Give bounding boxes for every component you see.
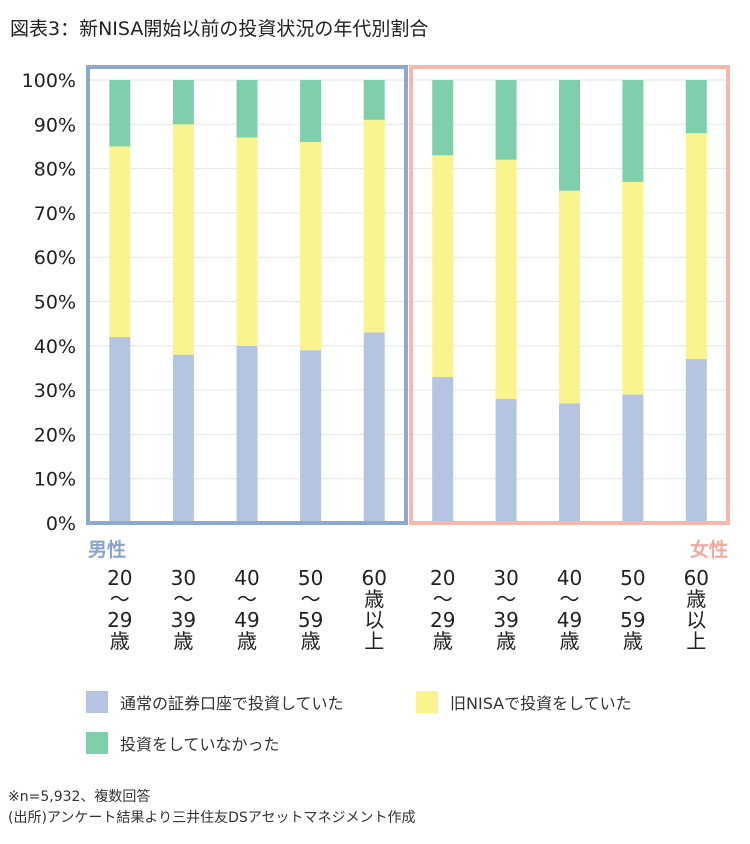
x-tick-label: 49 (234, 608, 259, 632)
bar-segment-old-nisa (432, 155, 454, 377)
x-tick-label: 歳 (110, 629, 130, 653)
group-label: 女性 (690, 538, 728, 561)
sample-note: ※n=5,932、複数回答 (8, 789, 151, 805)
bar-segment-old-nisa (495, 159, 517, 399)
x-tick-label: 上 (364, 629, 384, 653)
bar-segment-no-investment (685, 80, 707, 134)
bar-segment-no-investment (559, 80, 580, 191)
bar-segment-securities (109, 336, 131, 523)
x-tick-label: 60 (684, 566, 709, 590)
bar-segment-securities (236, 345, 258, 523)
y-tick-label: 10% (34, 469, 76, 491)
bar-segment-securities (172, 354, 194, 523)
bar-segment-securities (363, 332, 385, 523)
y-tick-label: 40% (34, 336, 76, 358)
x-tick-label: 歳 (237, 629, 257, 653)
y-tick-label: 60% (34, 247, 76, 269)
bar-segment-no-investment (172, 80, 194, 125)
x-tick-label: 歳 (301, 629, 321, 653)
bar-segment-old-nisa (172, 124, 194, 355)
y-tick-label: 20% (34, 424, 76, 446)
x-tick-label: 〜 (301, 587, 321, 611)
legend-label: 通常の証券口座で投資していた (120, 694, 344, 713)
x-tick-label: 40 (234, 566, 259, 590)
x-tick-label: 歳 (623, 629, 643, 653)
x-tick-label: 〜 (110, 587, 130, 611)
x-tick-label: 〜 (237, 587, 257, 611)
x-tick-label: 49 (557, 608, 582, 632)
bar-segment-no-investment (363, 80, 385, 120)
legend-item-no-investment: 投資をしていなかった (86, 731, 280, 755)
x-tick-label: 以 (364, 608, 384, 632)
y-tick-label: 50% (34, 292, 76, 314)
y-tick-label: 90% (34, 114, 76, 136)
legend-label: 旧NISAで投資をしていた (450, 694, 632, 713)
x-tick-label: 〜 (433, 587, 453, 611)
x-tick-label: 29 (107, 608, 132, 632)
bar-segment-no-investment (495, 80, 517, 160)
bar-segment-no-investment (622, 80, 644, 182)
legend-item-securities: 通常の証券口座で投資していた (86, 690, 344, 714)
x-tick-label: 上 (686, 629, 706, 653)
group-frame (86, 65, 408, 525)
legend-item-old-nisa: 旧NISAで投資をしていた (416, 690, 632, 714)
x-tick-label: 50 (620, 566, 645, 590)
bar-segment-old-nisa (622, 181, 644, 395)
y-tick-label: 80% (34, 159, 76, 181)
x-tick-label: 〜 (560, 587, 580, 611)
bar-segment-securities (622, 394, 644, 523)
bar-segment-no-investment (300, 80, 322, 143)
y-tick-label: 100% (22, 70, 76, 92)
x-tick-label: 30 (171, 566, 196, 590)
x-tick-label: 40 (557, 566, 582, 590)
legend-swatch (86, 732, 108, 754)
legend-swatch (86, 691, 108, 713)
bar-segment-securities (432, 376, 454, 523)
legend-swatch (416, 691, 438, 713)
bar-segment-old-nisa (300, 142, 322, 351)
bar-segment-no-investment (236, 80, 258, 138)
bar-segment-no-investment (432, 80, 454, 156)
x-tick-label: 歳 (364, 587, 384, 611)
y-tick-label: 0% (46, 513, 76, 535)
x-tick-label: 59 (298, 608, 323, 632)
x-tick-label: 59 (620, 608, 645, 632)
source-note: (出所)アンケート結果より三井住友DSアセットマネジメント作成 (8, 810, 416, 826)
bar-segment-old-nisa (559, 190, 580, 404)
x-tick-label: 歳 (173, 629, 193, 653)
bar-segment-old-nisa (685, 133, 707, 360)
x-tick-label: 〜 (496, 587, 516, 611)
group-frame (409, 65, 730, 525)
bar-segment-old-nisa (363, 119, 385, 333)
legend-label: 投資をしていなかった (120, 735, 280, 754)
x-tick-label: 20 (430, 566, 455, 590)
stacked-bar-chart: 0%10%20%30%40%50%60%70%80%90%100%20〜29歳3… (22, 65, 730, 653)
y-tick-label: 70% (34, 203, 76, 225)
x-tick-label: 〜 (173, 587, 193, 611)
bar-segment-securities (300, 350, 322, 523)
bar-segment-old-nisa (236, 137, 258, 346)
bar-segment-securities (495, 398, 517, 523)
x-tick-label: 歳 (686, 587, 706, 611)
x-tick-label: 歳 (433, 629, 453, 653)
group-label: 男性 (88, 538, 126, 561)
x-tick-label: 30 (493, 566, 518, 590)
bar-segment-securities (685, 359, 707, 523)
x-tick-label: 29 (430, 608, 455, 632)
x-tick-label: 以 (686, 608, 706, 632)
chart-title: 図表3：新NISA開始以前の投資状況の年代別割合 (10, 18, 429, 40)
x-tick-label: 39 (493, 608, 518, 632)
bar-segment-securities (559, 403, 580, 523)
y-tick-label: 30% (34, 380, 76, 402)
x-tick-label: 歳 (560, 629, 580, 653)
x-tick-label: 39 (171, 608, 196, 632)
x-tick-label: 60 (361, 566, 386, 590)
bar-segment-old-nisa (109, 146, 131, 337)
x-tick-label: 50 (298, 566, 323, 590)
x-tick-label: 〜 (623, 587, 643, 611)
bar-segment-no-investment (109, 80, 131, 147)
x-tick-label: 20 (107, 566, 132, 590)
x-tick-label: 歳 (496, 629, 516, 653)
